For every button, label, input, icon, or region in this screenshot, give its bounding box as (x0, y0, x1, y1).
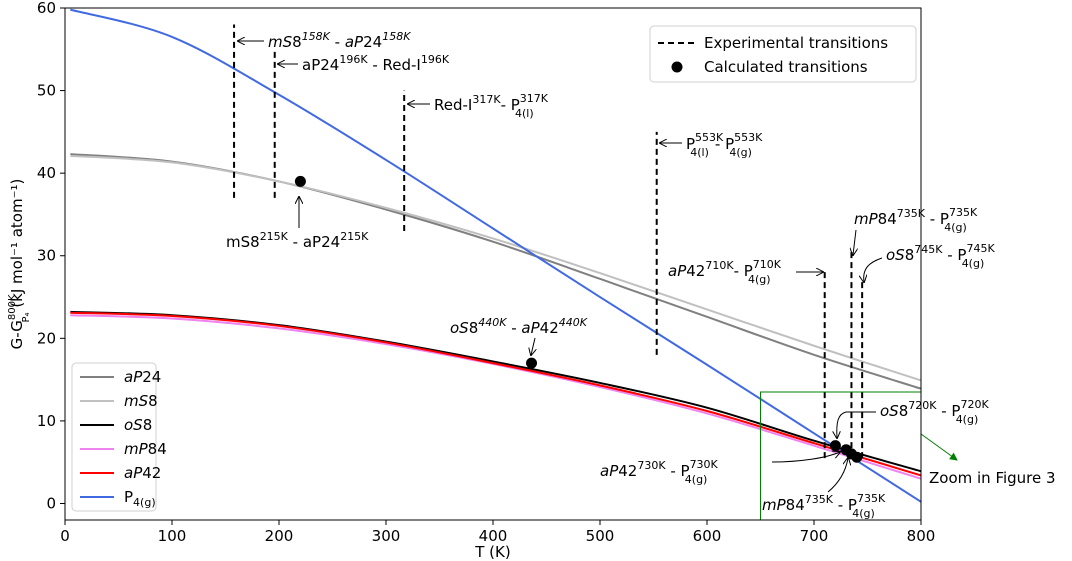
annotation-317k: Red-I317K- P317K 4(l) (434, 92, 549, 120)
annotation-745k: oS8745K - P745K 4(g) (886, 242, 995, 270)
y-ticks: 0 10 20 30 40 50 60 (37, 0, 65, 512)
x-tick-label: 100 (158, 527, 187, 545)
calculated-point-720k (829, 440, 841, 452)
legend-label: mP84 (124, 440, 167, 458)
annotation-720k: oS8720K - P720K 4(g) (880, 398, 989, 426)
series-legend: aP24 mS8 oS8 mP84 aP42 P4(g) (71, 362, 167, 512)
legend-label: P4(g) (124, 488, 156, 509)
calculated-point-740k (851, 451, 863, 463)
top-legend-box (649, 25, 917, 83)
legend-label: aP24 (124, 368, 161, 386)
experimental-lines (233, 24, 864, 459)
legend-label: mS8 (124, 392, 158, 410)
arrow-745k (864, 257, 883, 282)
arrow-735k-top (853, 229, 856, 255)
y-tick-label: 60 (37, 0, 56, 17)
zoom-label: Zoom in Figure 3 (929, 469, 1056, 487)
x-tick-label: 300 (372, 527, 401, 545)
x-tick-label: 800 (907, 527, 936, 545)
legend-label: oS8 (124, 416, 152, 434)
legend-experimental-label: Experimental transitions (704, 34, 888, 52)
calculated-point-220k (294, 175, 306, 187)
x-tick-label: 400 (479, 527, 508, 545)
annotation-440k: oS8440K - aP42440K (450, 316, 588, 337)
arrow-440k (531, 337, 535, 355)
y-tick-label: 10 (37, 412, 56, 430)
plot-frame (64, 7, 922, 521)
annotation-553k: P553K 4(l) - P553K 4(g) (686, 131, 763, 159)
y-tick-label: 0 (46, 494, 56, 512)
top-legend: Experimental transitions Calculated tran… (649, 25, 917, 83)
x-tick-label: 500 (586, 527, 615, 545)
x-tick-label: 700 (800, 527, 829, 545)
y-tick-label: 40 (37, 164, 56, 182)
y-tick-label: 20 (37, 329, 56, 347)
series-layer (70, 8, 921, 503)
y-tick-label: 30 (37, 247, 56, 265)
x-ticks: 0 100 200 300 400 500 600 700 800 (60, 520, 935, 545)
series-line-ap24 (70, 153, 921, 390)
series-line-ms8 (70, 154, 921, 382)
x-tick-label: 200 (265, 527, 294, 545)
y-tick-label: 50 (37, 82, 56, 100)
annotation-215k: mS8215K - aP24215K (226, 230, 369, 251)
x-tick-label: 0 (60, 527, 70, 545)
annotations: mS8158K - aP24158K aP24196K - Red-I196K … (226, 30, 995, 520)
zoom-arrow (920, 433, 958, 461)
calculated-point-436k (526, 357, 538, 369)
legend-calculated-swatch (671, 61, 683, 73)
y-axis-title: G-G800K P₄ (kJ mol⁻¹ atom⁻¹) (7, 179, 32, 350)
annotation-158k: mS8158K - aP24158K (268, 30, 411, 51)
annotation-196k: aP24196K - Red-I196K (302, 53, 450, 74)
calculated-points (294, 175, 863, 463)
annotation-710k: aP42710K- P710K 4(g) (668, 258, 782, 286)
annotation-735k-bottom: mP84735K - P735K 4(g) (762, 492, 886, 520)
arrow-735k-bottom (827, 458, 848, 493)
annotation-730k: aP42730K - P730K 4(g) (600, 458, 719, 486)
series-line-p4-g- (70, 8, 921, 503)
legend-calculated-label: Calculated transitions (704, 58, 868, 76)
x-axis-title: T (K) (474, 543, 510, 561)
arrow-720k (837, 411, 876, 438)
legend-label: aP42 (124, 464, 161, 482)
annotation-735k-top: mP84735K - P735K 4(g) (854, 206, 978, 234)
x-tick-label: 600 (693, 527, 722, 545)
arrow-730k (771, 452, 840, 463)
series-line-ap42 (70, 311, 921, 477)
